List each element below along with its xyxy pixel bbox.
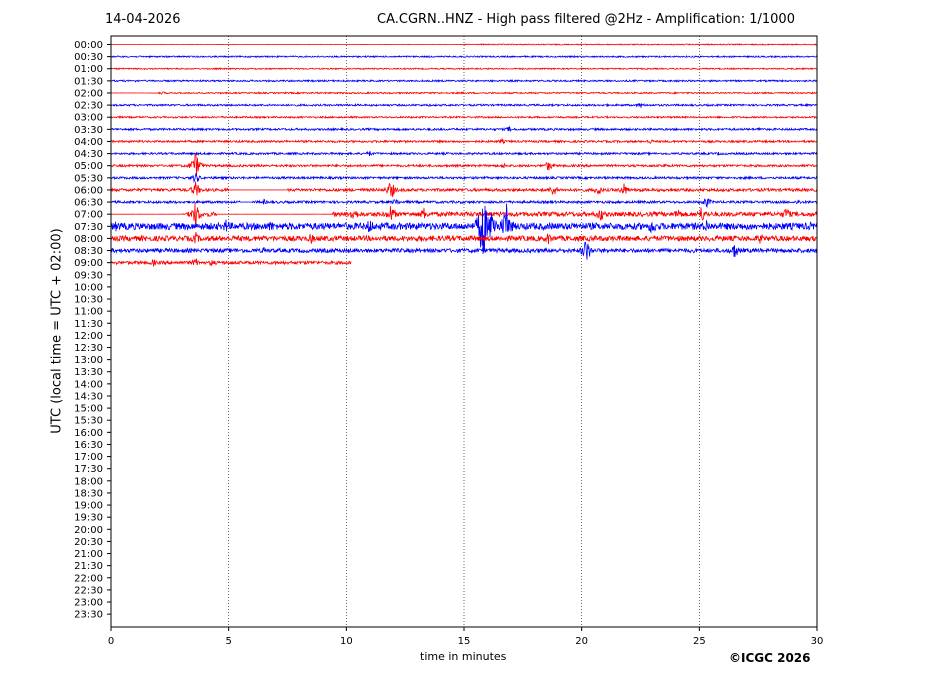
- y-tick-label: 10:00: [74, 282, 103, 293]
- y-tick-label: 15:30: [74, 416, 103, 427]
- y-tick-label: 13:30: [74, 367, 103, 378]
- y-tick-label: 20:30: [74, 537, 103, 548]
- y-tick-label: 10:30: [74, 295, 103, 306]
- date-label: 14-04-2026: [105, 12, 181, 27]
- y-tick-label: 08:30: [74, 246, 103, 257]
- y-tick-label: 04:30: [74, 149, 103, 160]
- y-tick-label: 19:00: [74, 501, 103, 512]
- trace-line: [110, 125, 818, 132]
- y-tick-label: 08:00: [74, 234, 103, 245]
- y-tick-label: 22:30: [74, 585, 103, 596]
- trace-line: [110, 150, 818, 157]
- y-tick-label: 17:00: [74, 452, 103, 463]
- y-tick-label: 09:30: [74, 270, 103, 281]
- y-tick-label: 04:00: [74, 137, 103, 148]
- y-tick-label: 01:00: [74, 64, 103, 75]
- y-tick-label: 12:30: [74, 343, 103, 354]
- y-tick-label: 19:30: [74, 513, 103, 524]
- trace-line: [110, 67, 818, 71]
- y-tick-label: 11:00: [74, 307, 103, 318]
- trace-line: [110, 43, 818, 46]
- trace-line: [110, 203, 818, 254]
- trace-line: [110, 102, 818, 108]
- y-tick-label: 06:30: [74, 198, 103, 209]
- y-tick-label: 12:00: [74, 331, 103, 342]
- y-tick-label: 00:30: [74, 52, 103, 63]
- y-tick-label: 02:00: [74, 88, 103, 99]
- trace-line: [110, 232, 818, 245]
- y-tick-label: 23:00: [74, 598, 103, 609]
- y-tick-label: 07:30: [74, 222, 103, 233]
- trace-line: [110, 137, 818, 145]
- y-tick-label: 20:00: [74, 525, 103, 536]
- trace-line: [110, 203, 818, 226]
- trace-line: [110, 78, 818, 83]
- y-tick-label: 02:30: [74, 101, 103, 112]
- x-tick-label: 0: [108, 636, 114, 647]
- y-tick-label: 05:00: [74, 161, 103, 172]
- y-tick-label: 18:30: [74, 488, 103, 499]
- trace-line: [110, 54, 818, 59]
- x-tick-label: 15: [458, 636, 471, 647]
- y-tick-label: 23:30: [74, 610, 103, 621]
- trace-lines: [110, 43, 818, 267]
- copyright-label: ©ICGC 2026: [729, 651, 811, 665]
- trace-line: [110, 115, 818, 120]
- y-tick-label: 17:30: [74, 464, 103, 475]
- y-tick-label: 00:00: [74, 40, 103, 51]
- y-tick-label: 16:00: [74, 428, 103, 439]
- x-axis-label: time in minutes: [420, 650, 507, 663]
- y-tick-label: 22:00: [74, 573, 103, 584]
- y-tick-label: 05:30: [74, 173, 103, 184]
- y-tick-label: 21:00: [74, 549, 103, 560]
- y-tick-label: 03:00: [74, 113, 103, 124]
- chart-title: CA.CGRN..HNZ - High pass filtered @2Hz -…: [377, 12, 795, 27]
- trace-line: [111, 91, 818, 95]
- trace-line: [110, 258, 352, 267]
- y-tick-label: 01:30: [74, 76, 103, 87]
- x-tick-label: 10: [340, 636, 353, 647]
- y-tick-label: 15:00: [74, 404, 103, 415]
- y-tick-label: 14:30: [74, 391, 103, 402]
- y-tick-label: 21:30: [74, 561, 103, 572]
- x-tick-label: 30: [811, 636, 824, 647]
- trace-line: [110, 181, 818, 198]
- y-tick-label: 07:00: [74, 210, 103, 221]
- y-tick-label: 09:00: [74, 258, 103, 269]
- x-tick-label: 5: [225, 636, 231, 647]
- x-tick-label: 20: [575, 636, 588, 647]
- trace-line: [110, 154, 818, 177]
- plot-frame: [110, 35, 818, 628]
- trace-line: [110, 241, 818, 260]
- x-tick-label: 25: [693, 636, 706, 647]
- trace-line: [110, 172, 818, 184]
- y-tick-label: 18:00: [74, 476, 103, 487]
- y-tick-label: 14:00: [74, 379, 103, 390]
- trace-line: [110, 198, 818, 208]
- y-tick-label: 16:30: [74, 440, 103, 451]
- y-tick-label: 06:00: [74, 185, 103, 196]
- y-tick-label: 11:30: [74, 319, 103, 330]
- grid-lines: [228, 36, 700, 627]
- y-tick-label: 03:30: [74, 125, 103, 136]
- y-tick-label: 13:00: [74, 355, 103, 366]
